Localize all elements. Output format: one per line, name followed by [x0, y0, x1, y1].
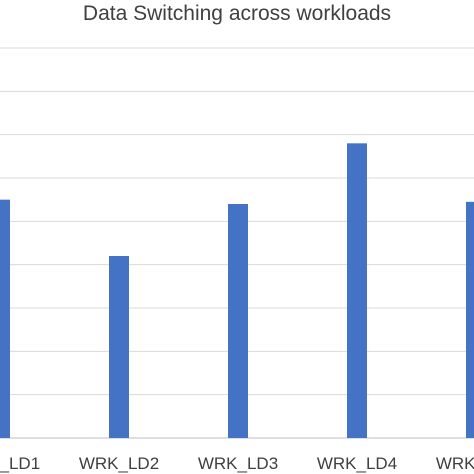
bar-wrk-ld1 — [0, 199, 10, 438]
x-tick-label: WRK_LD4 — [317, 454, 397, 473]
bar-wrk-ld3 — [228, 204, 248, 438]
bar-wrk-ld5 — [466, 201, 474, 438]
x-tick-label: WRK_LD3 — [198, 454, 278, 473]
chart-title: Data Switching across workloads — [82, 2, 392, 25]
bars — [0, 143, 474, 439]
x-tick-label: WRK_LD5 — [436, 454, 474, 473]
x-tick-label: WRK_LD1 — [0, 454, 40, 473]
bar-wrk-ld2 — [109, 256, 129, 438]
x-tick-label: WRK_LD2 — [79, 454, 159, 473]
x-axis-labels: WRK_LD1 WRK_LD2 WRK_LD3 WRK_LD4 WRK_LD5 — [0, 454, 474, 473]
bar-wrk-ld4 — [347, 143, 367, 439]
